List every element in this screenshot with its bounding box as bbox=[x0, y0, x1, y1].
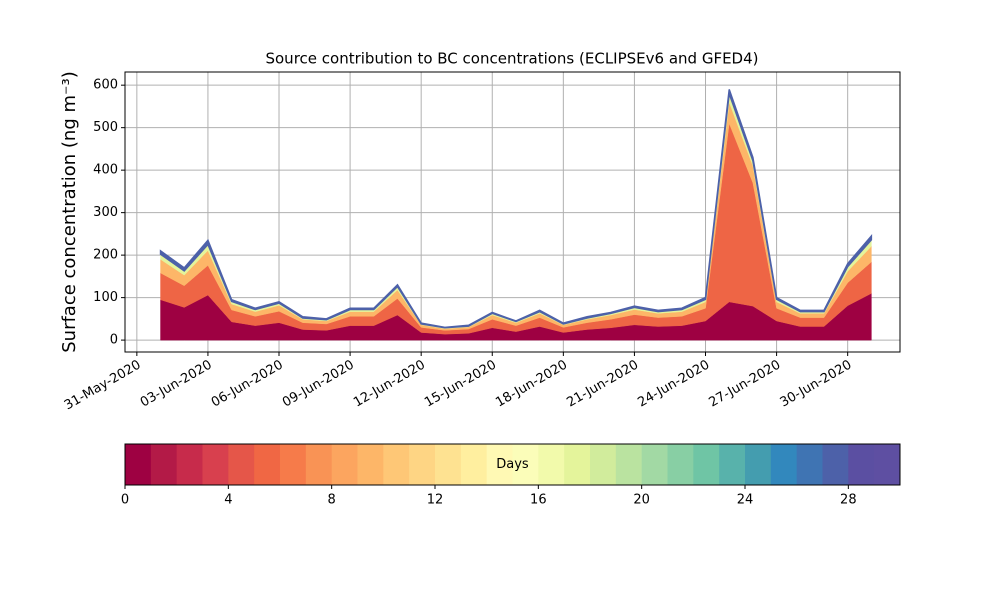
colorbar-swatch bbox=[590, 444, 617, 485]
chart-title: Source contribution to BC concentrations… bbox=[265, 50, 758, 68]
x-tick-label: 09-Jun-2020 bbox=[280, 358, 357, 411]
y-tick-label: 600 bbox=[93, 78, 118, 93]
colorbar-swatch bbox=[796, 444, 823, 485]
colorbar-tick-label: 0 bbox=[121, 493, 129, 508]
colorbar-swatch bbox=[305, 444, 333, 485]
y-tick-label: 0 bbox=[110, 333, 118, 348]
colorbar-swatch bbox=[693, 444, 720, 485]
colorbar-label: Days bbox=[496, 457, 529, 472]
colorbar-swatch bbox=[667, 444, 694, 485]
colorbar-tick-label: 4 bbox=[224, 493, 232, 508]
colorbar-swatch bbox=[486, 444, 513, 485]
colorbar-swatch bbox=[770, 444, 798, 485]
colorbar-swatch bbox=[331, 444, 358, 485]
colorbar-swatch bbox=[615, 444, 643, 485]
y-tick-label: 300 bbox=[93, 205, 118, 220]
x-tick-label: 03-Jun-2020 bbox=[138, 358, 215, 411]
colorbar-swatch bbox=[228, 444, 255, 485]
colorbar-swatch bbox=[357, 444, 384, 485]
x-tick-label: 21-Jun-2020 bbox=[564, 358, 641, 411]
colorbar-swatch bbox=[512, 444, 539, 485]
x-tick-label: 31-May-2020 bbox=[62, 358, 144, 414]
colorbar-swatch bbox=[383, 444, 410, 485]
colorbar-swatch bbox=[719, 444, 746, 485]
colorbar-swatch bbox=[202, 444, 229, 485]
colorbar-swatch bbox=[460, 444, 488, 485]
y-tick-label: 500 bbox=[93, 120, 118, 135]
colorbar-tick-label: 24 bbox=[737, 493, 754, 508]
colorbar-swatch bbox=[822, 444, 849, 485]
colorbar-swatch bbox=[254, 444, 281, 485]
plot-frame bbox=[124, 71, 901, 353]
x-tick-label: 06-Jun-2020 bbox=[209, 358, 286, 411]
colorbar-swatch bbox=[435, 444, 462, 485]
colorbar-swatch bbox=[874, 444, 901, 485]
colorbar-frame bbox=[124, 443, 901, 486]
colorbar-tick-label: 20 bbox=[633, 493, 650, 508]
colorbar-swatch bbox=[564, 444, 591, 485]
y-tick-label: 400 bbox=[93, 163, 118, 178]
colorbar-swatch bbox=[176, 444, 203, 485]
colorbar-swatch bbox=[538, 444, 565, 485]
y-axis-label: Surface concentration (ng m⁻³) bbox=[59, 71, 80, 353]
x-tick-label: 12-Jun-2020 bbox=[351, 358, 428, 411]
y-tick-label: 200 bbox=[93, 248, 118, 263]
colorbar-swatch bbox=[125, 444, 152, 485]
area-layer bbox=[159, 89, 873, 329]
colorbar-swatch bbox=[848, 444, 875, 485]
colorbar-swatch bbox=[641, 444, 668, 485]
colorbar-tick-label: 8 bbox=[328, 493, 336, 508]
colorbar-swatch bbox=[409, 444, 436, 485]
x-tick-label: 30-Jun-2020 bbox=[778, 358, 855, 411]
y-tick-label: 100 bbox=[93, 290, 118, 305]
colorbar-swatch bbox=[280, 444, 307, 485]
colorbar-tick-label: 12 bbox=[427, 493, 444, 508]
x-tick-label: 27-Jun-2020 bbox=[707, 358, 784, 411]
x-tick-label: 24-Jun-2020 bbox=[635, 358, 712, 411]
colorbar-swatch bbox=[745, 444, 772, 485]
colorbar-swatch bbox=[150, 444, 178, 485]
colorbar-tick-label: 16 bbox=[530, 493, 547, 508]
x-tick-label: 18-Jun-2020 bbox=[493, 358, 570, 411]
colorbar-tick-label: 28 bbox=[840, 493, 857, 508]
x-tick-label: 15-Jun-2020 bbox=[422, 358, 499, 411]
